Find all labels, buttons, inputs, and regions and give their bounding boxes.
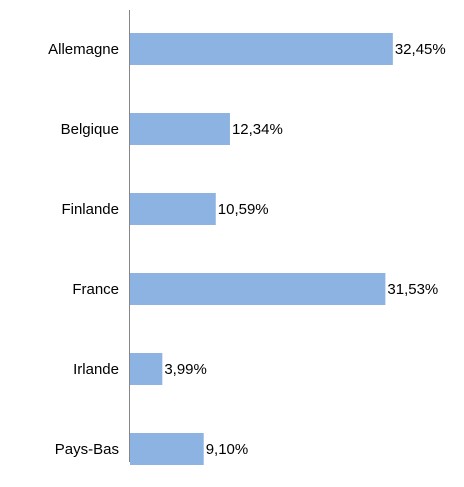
data-label: 10,59% <box>218 201 269 218</box>
bar <box>130 33 393 65</box>
category-label: Belgique <box>61 121 119 138</box>
bar <box>130 353 163 385</box>
category-label: Finlande <box>61 201 119 218</box>
data-label: 31,53% <box>387 281 438 298</box>
category-label: Allemagne <box>48 41 119 58</box>
data-label: 9,10% <box>206 441 249 458</box>
data-label: 12,34% <box>232 121 283 138</box>
category-label: Irlande <box>73 361 119 378</box>
bar <box>130 113 230 145</box>
category-label: France <box>72 281 119 298</box>
bar <box>130 433 204 465</box>
data-label: 3,99% <box>164 361 207 378</box>
data-label: 32,45% <box>395 41 446 58</box>
bar <box>130 273 386 305</box>
bar <box>130 193 216 225</box>
category-label: Pays-Bas <box>55 441 119 458</box>
